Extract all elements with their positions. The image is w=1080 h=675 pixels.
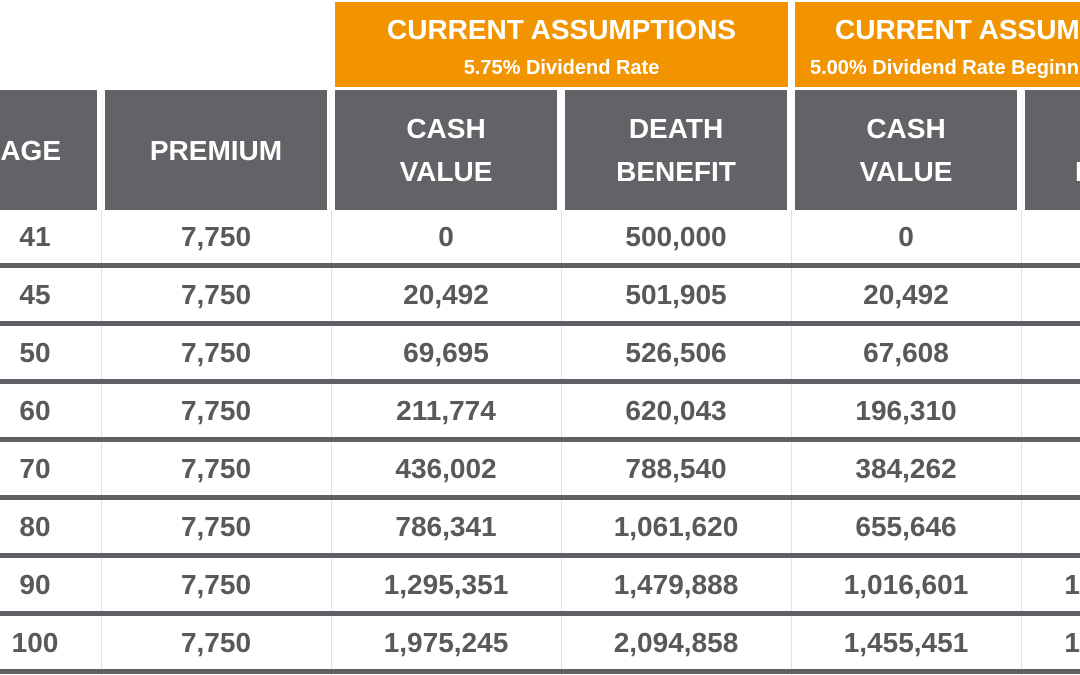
table-row: 90 7,750 1,295,351 1,479,888 1,016,601 1 <box>0 558 1080 611</box>
group-subtitle: 5.00% Dividend Rate Beginning <box>810 57 1080 79</box>
cell-cash-value-2: 384,262 <box>855 452 957 484</box>
data-table: 41 7,750 0 500,000 0 45 7,750 20,492 501… <box>0 210 1080 675</box>
col-header-label: AGE <box>0 134 61 166</box>
row-divider <box>0 321 1080 326</box>
group-subtitle: 5.75% Dividend Rate <box>463 57 660 79</box>
cell-cash-value-2: 67,608 <box>863 336 949 368</box>
row-divider <box>0 437 1080 442</box>
cell-death-benefit-2 <box>1025 384 1080 437</box>
group-title: CURRENT ASSUMPTIONS <box>387 14 736 45</box>
cell-age: 100 <box>11 626 59 658</box>
table-row: 60 7,750 211,774 620,043 196,310 <box>0 384 1080 437</box>
cell-cash-value-1: 211,774 <box>396 394 496 426</box>
col-header-line: BENEFIT <box>616 156 736 187</box>
cell-cash-value-2: 196,310 <box>855 394 957 426</box>
cell-premium: 7,750 <box>180 278 252 310</box>
cell-death-benefit-1: 1,061,620 <box>613 510 739 542</box>
cell-cash-value-1: 786,341 <box>395 510 497 542</box>
cell-premium: 7,750 <box>180 626 252 658</box>
cell-death-benefit-1: 1,479,888 <box>613 568 739 600</box>
table-row: 100 7,750 1,975,245 2,094,858 1,455,451 … <box>0 616 1080 669</box>
cell-death-benefit-2: 1 <box>1064 568 1080 600</box>
cell-cash-value-2: 1,016,601 <box>843 568 969 600</box>
row-divider <box>0 379 1080 384</box>
cell-age: 80 <box>19 510 51 542</box>
cell-death-benefit-1: 620,043 <box>625 394 727 426</box>
row-divider <box>0 669 1080 674</box>
cell-premium: 7,750 <box>180 220 252 252</box>
col-header-death-benefit-1: DEATH BENEFIT <box>565 90 787 210</box>
cell-cash-value-2: 20,492 <box>863 278 949 310</box>
cell-death-benefit-1: 2,094,858 <box>613 626 739 658</box>
cell-cash-value-1: 0 <box>438 220 454 252</box>
group-header-1: CURRENT ASSUMPTIONS 5.75% Dividend Rate <box>335 2 788 87</box>
col-header-line: B <box>1025 150 1080 193</box>
col-header-death-benefit-2: B <box>1025 90 1080 210</box>
row-divider <box>0 495 1080 500</box>
table-row: 41 7,750 0 500,000 0 <box>0 210 1080 263</box>
column-divider <box>791 210 792 675</box>
cell-premium: 7,750 <box>180 568 252 600</box>
cell-premium: 7,750 <box>180 510 252 542</box>
column-divider <box>561 210 562 675</box>
table-row: 70 7,750 436,002 788,540 384,262 <box>0 442 1080 495</box>
cell-cash-value-1: 20,492 <box>403 278 489 310</box>
cell-premium: 7,750 <box>180 452 252 484</box>
cell-cash-value-1: 1,975,245 <box>383 626 509 658</box>
cell-cash-value-2: 0 <box>898 220 914 252</box>
table-row: 45 7,750 20,492 501,905 20,492 <box>0 268 1080 321</box>
col-header-line: DEATH <box>628 113 724 144</box>
table-row: 50 7,750 69,695 526,506 67,608 <box>0 326 1080 379</box>
group-title: CURRENT ASSUMPTIONS <box>835 14 1080 45</box>
group-header-2: CURRENT ASSUMPTIONS 5.00% Dividend Rate … <box>795 2 1080 87</box>
col-header-cash-value-1: CASH VALUE <box>335 90 557 210</box>
cell-age: 60 <box>19 394 51 426</box>
cell-cash-value-2: 655,646 <box>855 510 957 542</box>
col-header-premium: PREMIUM <box>105 90 327 210</box>
col-header-line: VALUE <box>399 156 493 187</box>
col-header-line: VALUE <box>859 156 953 187</box>
cell-death-benefit-2 <box>1025 500 1080 553</box>
col-header-age: AGE <box>0 90 97 210</box>
cell-age: 50 <box>19 336 51 368</box>
cell-premium: 7,750 <box>180 394 252 426</box>
cell-death-benefit-2 <box>1025 442 1080 495</box>
col-header-cash-value-2: CASH VALUE <box>795 90 1017 210</box>
cell-premium: 7,750 <box>180 336 252 368</box>
cell-age: 70 <box>19 452 51 484</box>
cell-death-benefit-1: 500,000 <box>625 220 727 252</box>
cell-death-benefit-1: 501,905 <box>625 278 727 310</box>
column-divider <box>101 210 102 675</box>
row-divider <box>0 611 1080 616</box>
cell-death-benefit-1: 788,540 <box>625 452 727 484</box>
cell-age: 41 <box>19 220 51 252</box>
cell-age: 45 <box>19 278 51 310</box>
cell-death-benefit-1: 526,506 <box>625 336 727 368</box>
col-header-line: CASH <box>406 113 486 144</box>
row-divider <box>0 553 1080 558</box>
cell-death-benefit-2 <box>1025 268 1080 321</box>
cell-cash-value-1: 436,002 <box>395 452 497 484</box>
cell-death-benefit-2 <box>1025 210 1080 263</box>
cell-cash-value-1: 1,295,351 <box>383 568 509 600</box>
column-divider <box>331 210 332 675</box>
cell-death-benefit-2 <box>1025 326 1080 379</box>
col-header-line: CASH <box>866 113 946 144</box>
cell-age: 90 <box>19 568 51 600</box>
cell-death-benefit-2: 1 <box>1064 626 1080 658</box>
column-divider <box>1021 210 1022 675</box>
table-row: 80 7,750 786,341 1,061,620 655,646 <box>0 500 1080 553</box>
row-divider <box>0 263 1080 268</box>
cell-cash-value-2: 1,455,451 <box>843 626 969 658</box>
cell-cash-value-1: 69,695 <box>403 336 489 368</box>
col-header-label: PREMIUM <box>149 134 283 166</box>
